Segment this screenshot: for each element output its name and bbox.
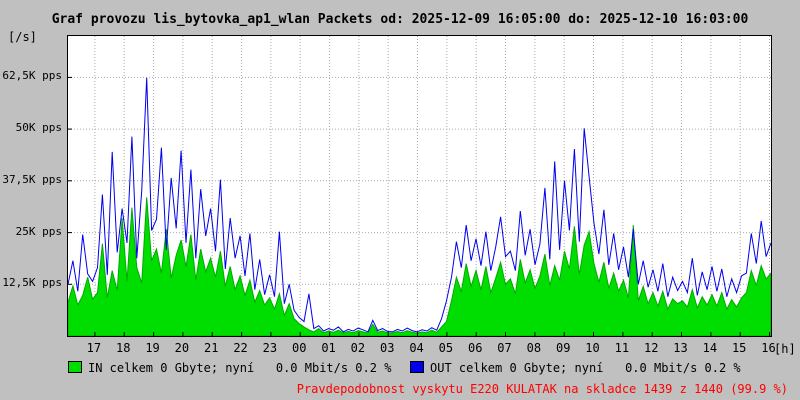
x-tick-label: 01 (321, 341, 336, 355)
x-tick-label: 08 (526, 341, 542, 355)
y-tick-label: 25K pps (15, 224, 62, 238)
x-tick-label: 16 (761, 341, 776, 355)
x-tick-label: 14 (702, 341, 718, 355)
series-in-area (68, 197, 771, 336)
graph-title: Graf provozu lis_bytovka_ap1_wlan Packet… (51, 12, 749, 27)
y-axis-unit-label: [/s] (8, 30, 37, 44)
x-tick-label: 05 (438, 341, 454, 355)
footer-note: Pravdepodobnost vyskytu E220 KULATAK na … (296, 382, 788, 396)
x-axis-unit-label: [h] (774, 342, 796, 356)
x-tick-label: 22 (233, 341, 248, 355)
x-tick-label: 10 (585, 341, 600, 355)
legend-out-swatch (410, 361, 424, 373)
y-tick-label: 37,5K pps (2, 172, 62, 186)
plot-area (67, 35, 772, 337)
legend: IN celkem 0 Gbyte; nyní 0.0 Mbit/s 0.2 %… (0, 360, 800, 376)
x-tick-label: 02 (350, 341, 366, 355)
x-tick-label: 23 (262, 341, 278, 355)
x-tick-label: 00 (291, 341, 307, 355)
legend-in-label: IN celkem 0 Gbyte; nyní 0.0 Mbit/s 0.2 % (88, 361, 392, 375)
x-tick-label: 18 (115, 341, 131, 355)
x-tick-label: 09 (555, 341, 571, 355)
x-tick-label: 15 (731, 341, 747, 355)
x-tick-label: 19 (145, 341, 160, 355)
x-tick-label: 07 (497, 341, 512, 355)
x-tick-label: 04 (409, 341, 424, 355)
legend-in-swatch (68, 361, 82, 373)
x-tick-label: 11 (614, 341, 630, 355)
series-out-line (68, 77, 771, 333)
legend-out-label: OUT celkem 0 Gbyte; nyní 0.0 Mbit/s 0.2 … (430, 361, 741, 375)
x-tick-label: 17 (86, 341, 102, 355)
x-tick-label: 21 (203, 341, 219, 355)
y-tick-label: 50K pps (15, 121, 62, 135)
x-tick-label: 03 (379, 341, 395, 355)
y-tick-label: 12,5K pps (2, 276, 62, 290)
x-tick-label: 12 (643, 341, 659, 355)
x-tick-label: 06 (467, 341, 483, 355)
x-tick-label: 13 (673, 341, 688, 355)
chart-svg (68, 36, 771, 336)
y-tick-label: 62,5K pps (2, 69, 62, 83)
x-tick-label: 20 (174, 341, 190, 355)
